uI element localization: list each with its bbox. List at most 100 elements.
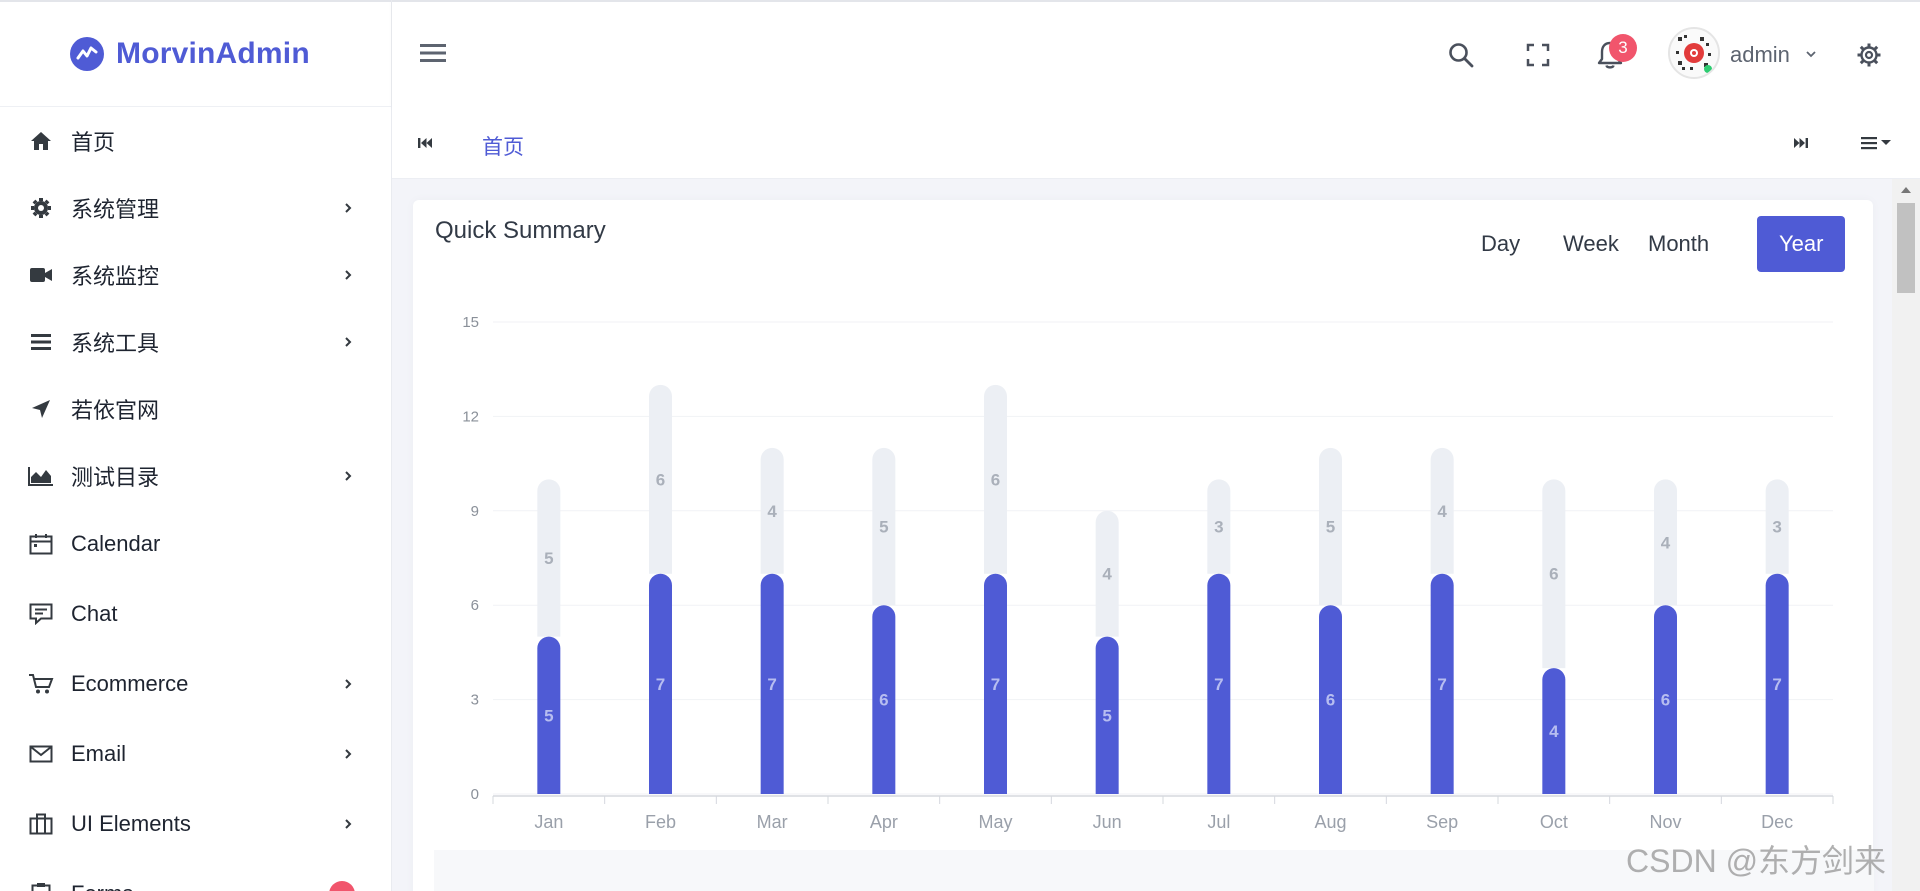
bar-segment-remaining <box>1095 510 1119 637</box>
briefcase-icon <box>27 810 55 838</box>
y-tick-label: 6 <box>471 597 479 614</box>
avatar[interactable] <box>1668 27 1720 79</box>
x-tick-label: Mar <box>757 812 788 832</box>
bar-data-label: 6 <box>991 470 1000 489</box>
sidebar-item-label: Chat <box>71 601 118 626</box>
bar-data-label: 7 <box>1772 675 1781 694</box>
chevron-right-icon <box>345 749 352 759</box>
period-month-button[interactable]: Month <box>1648 231 1710 256</box>
sidebar-item-forms[interactable]: Forms <box>0 859 391 891</box>
chevron-right-icon <box>345 819 352 829</box>
bar-data-label: 5 <box>544 549 553 568</box>
chevron-right-icon <box>345 202 352 213</box>
scrollbar-thumb[interactable] <box>1897 203 1915 293</box>
scroll-tabs-left-icon[interactable] <box>416 134 434 152</box>
sidebar-menu: 首页 系统管理 系统监控 系统工具 若依官网 <box>0 107 391 891</box>
chat-icon <box>27 600 55 628</box>
sidebar-item-system-monitor[interactable]: 系统监控 <box>0 241 391 308</box>
user-name[interactable]: admin <box>1730 42 1790 67</box>
x-tick-label: Apr <box>870 812 898 832</box>
chevron-down-icon[interactable] <box>1805 48 1817 60</box>
sidebar-item-system-tools[interactable]: 系统工具 <box>0 308 391 375</box>
tab-home[interactable]: 首页 <box>482 136 524 159</box>
page-scrollbar[interactable] <box>1892 179 1920 891</box>
bar-segment-remaining <box>760 447 784 574</box>
chevron-right-icon <box>345 470 352 481</box>
bar-segment-remaining <box>1319 447 1342 606</box>
scroll-up-arrow-icon[interactable] <box>1900 185 1912 195</box>
hamburger-menu-icon[interactable] <box>418 38 448 68</box>
bar-data-label: 7 <box>767 675 776 694</box>
bar-data-label: 6 <box>656 470 665 489</box>
sidebar-item-ui-elements[interactable]: UI Elements <box>0 789 391 859</box>
sidebar-item-label: UI Elements <box>71 811 191 836</box>
summary-bar-chart: 0 3 6 9 12 15 5 5 Jan 7 6 Feb 7 4 Mar 6 5 Apr 7 6 May 5 4 Jun 7 3… <box>462 314 1834 832</box>
bar-segment-remaining <box>872 447 896 606</box>
y-tick-label: 12 <box>462 408 479 425</box>
bar-data-label: 4 <box>1549 722 1559 741</box>
sidebar-item-label: Email <box>71 741 127 766</box>
calendar-icon <box>27 530 55 558</box>
sidebar-item-test-directory[interactable]: 测试目录 <box>0 442 391 509</box>
x-tick-label: Dec <box>1761 812 1793 832</box>
fullscreen-icon[interactable] <box>1523 40 1553 70</box>
sidebar-item-label: 若依官网 <box>71 397 160 423</box>
sidebar-item-label: 系统工具 <box>71 330 160 356</box>
bar-segment-primary <box>1319 605 1342 794</box>
bar-data-label: 7 <box>1437 675 1446 694</box>
sidebar-item-email[interactable]: Email <box>0 719 391 789</box>
x-tick-label: Aug <box>1314 812 1346 832</box>
chevron-right-icon <box>345 269 352 280</box>
clipboard-icon <box>27 880 55 891</box>
quick-summary-card: Quick Summary Day Week Month Year 0 3 6 9 12… <box>413 200 1873 891</box>
sidebar-item-label: 首页 <box>71 129 116 155</box>
cart-icon <box>27 670 55 698</box>
x-tick-label: Jan <box>534 812 563 832</box>
bar-data-label: 5 <box>1326 518 1335 537</box>
bar-segment-remaining <box>1542 479 1566 669</box>
mail-icon <box>27 740 55 768</box>
settings-gear-icon[interactable] <box>1854 40 1884 70</box>
bar-segment-primary <box>1095 636 1119 794</box>
period-year-button[interactable]: Year <box>1757 216 1846 272</box>
bar-segment-primary <box>872 605 896 794</box>
sidebar-item-ecommerce[interactable]: Ecommerce <box>0 649 391 719</box>
bar-data-label: 4 <box>1661 533 1671 552</box>
x-tick-label: Sep <box>1426 812 1458 832</box>
sidebar-item-label: Calendar <box>71 531 161 556</box>
bar-data-label: 5 <box>879 518 888 537</box>
bar-segment-remaining <box>537 479 561 637</box>
video-camera-icon <box>27 261 55 289</box>
tabs-bar: 首页 <box>392 107 1920 179</box>
bar-data-label: 6 <box>1661 691 1670 710</box>
y-tick-label: 9 <box>471 503 479 520</box>
period-week-button[interactable]: Week <box>1563 231 1619 256</box>
sidebar-item-label: Ecommerce <box>71 671 189 696</box>
bar-segment-primary <box>1654 605 1677 794</box>
card-title: Quick Summary <box>435 217 606 244</box>
bar-data-label: 4 <box>1102 565 1112 584</box>
sidebar-item-label: 系统管理 <box>71 196 160 222</box>
search-icon[interactable] <box>1446 40 1476 70</box>
sidebar-item-official-site[interactable]: 若依官网 <box>0 375 391 442</box>
period-day-button[interactable]: Day <box>1481 231 1521 256</box>
watermark: CSDN @东方剑来 <box>1626 843 1887 879</box>
tabs-options-icon[interactable] <box>1859 134 1897 152</box>
sidebar-item-calendar[interactable]: Calendar <box>0 509 391 579</box>
bar-segment-primary <box>1430 573 1454 794</box>
sidebar-item-label: 系统监控 <box>71 263 160 289</box>
sidebar-item-chat[interactable]: Chat <box>0 579 391 649</box>
brand-logo[interactable]: MorvinAdmin <box>0 0 391 107</box>
bar-segment-remaining <box>649 384 672 574</box>
x-tick-label: Jun <box>1093 812 1122 832</box>
sidebar-item-home[interactable]: 首页 <box>0 107 391 174</box>
bar-data-label: 4 <box>767 502 777 521</box>
bar-segment-primary <box>537 636 561 794</box>
scroll-tabs-right-icon[interactable] <box>1792 134 1810 152</box>
x-tick-label: Jul <box>1207 812 1230 832</box>
brand-name: MorvinAdmin <box>116 37 310 70</box>
bar-data-label: 5 <box>1102 706 1111 725</box>
x-tick-label: Nov <box>1649 812 1681 832</box>
x-tick-label: Oct <box>1540 812 1568 832</box>
sidebar-item-system-management[interactable]: 系统管理 <box>0 174 391 241</box>
